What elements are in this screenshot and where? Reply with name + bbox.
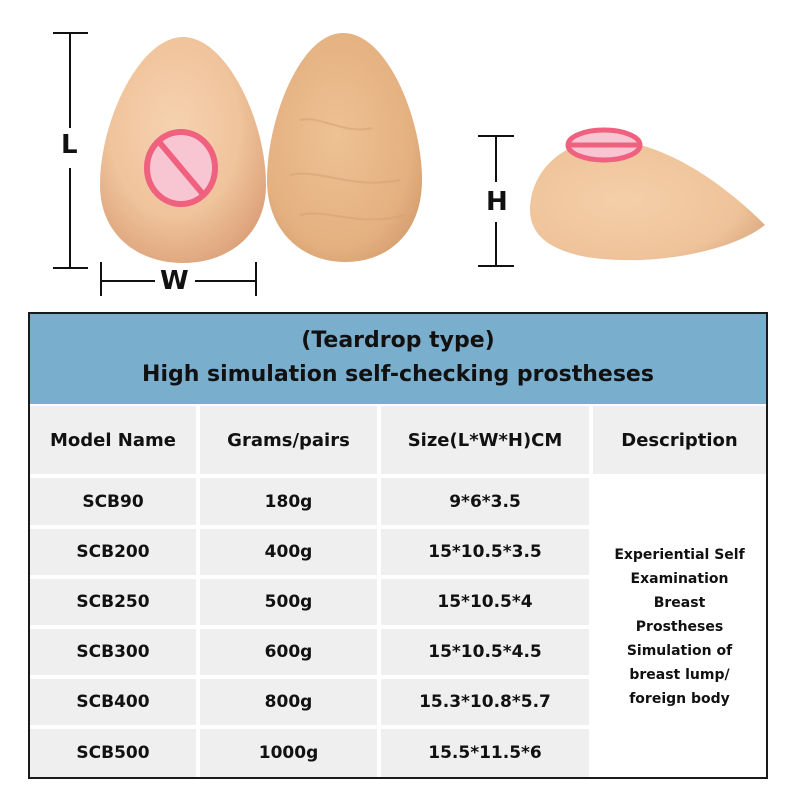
side-prosthesis: [530, 140, 765, 261]
model-cell: SCB200: [30, 529, 196, 575]
height-label: H: [486, 187, 508, 217]
size-cell: 9*6*3.5: [381, 478, 589, 525]
censor-icon: [144, 129, 218, 207]
length-dimension: [53, 32, 88, 269]
description-line: Examination: [630, 570, 729, 587]
grams-cell: 500g: [200, 579, 377, 625]
header-size: Size(L*W*H)CM: [381, 406, 589, 474]
grams-cell: 1000g: [200, 729, 377, 777]
model-cell: SCB300: [30, 629, 196, 675]
size-cell: 15.3*10.8*5.7: [381, 679, 589, 725]
model-cell: SCB90: [30, 478, 196, 525]
grams-cell: 180g: [200, 478, 377, 525]
description-line: foreign body: [629, 690, 730, 707]
header-model-name: Model Name: [30, 406, 196, 474]
header-grams: Grams/pairs: [200, 406, 377, 474]
censor-icon-side: [565, 127, 643, 163]
size-cell: 15*10.5*3.5: [381, 529, 589, 575]
spec-table: (Teardrop type) High simulation self-che…: [28, 312, 768, 779]
width-label: W: [160, 266, 189, 296]
description-cell: Experiential Self Examination Breast Pro…: [593, 476, 766, 777]
description-line: Simulation of: [626, 642, 733, 659]
size-cell: 15.5*11.5*6: [381, 729, 589, 777]
model-cell: SCB500: [30, 729, 196, 777]
model-cell: SCB250: [30, 579, 196, 625]
grams-cell: 800g: [200, 679, 377, 725]
size-cell: 15*10.5*4.5: [381, 629, 589, 675]
grams-cell: 600g: [200, 629, 377, 675]
table-title-line2: High simulation self-checking prostheses: [142, 362, 654, 387]
grams-cell: 400g: [200, 529, 377, 575]
description-line: Breast: [653, 594, 706, 611]
length-label: L: [61, 130, 78, 160]
table-title-line1: (Teardrop type): [301, 328, 495, 353]
description-line: breast lump/: [629, 666, 730, 683]
model-cell: SCB400: [30, 679, 196, 725]
width-dimension: [100, 262, 257, 296]
description-line: Experiential Self: [614, 546, 745, 563]
product-images: L W H: [0, 0, 800, 312]
back-prosthesis: [267, 33, 422, 262]
height-dimension: [478, 135, 514, 267]
description-line: Prostheses: [635, 618, 724, 635]
size-cell: 15*10.5*4: [381, 579, 589, 625]
table-title: (Teardrop type) High simulation self-che…: [30, 314, 766, 404]
product-illustration: [53, 32, 765, 296]
header-description: Description: [593, 406, 766, 474]
